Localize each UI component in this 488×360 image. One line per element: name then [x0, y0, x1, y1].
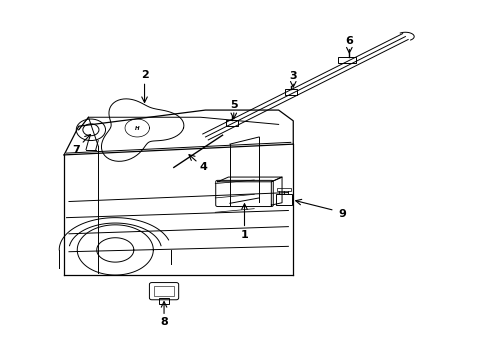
Text: 3: 3: [289, 71, 297, 81]
Text: 6: 6: [345, 36, 352, 46]
Bar: [337, 57, 355, 63]
Text: 2: 2: [141, 70, 148, 80]
Text: 5: 5: [229, 100, 237, 110]
Text: 4: 4: [199, 162, 206, 172]
Text: 7: 7: [72, 144, 80, 154]
Bar: [277, 188, 290, 191]
Bar: [276, 194, 291, 205]
Bar: [159, 298, 168, 304]
Text: 1: 1: [240, 230, 248, 239]
Bar: [285, 89, 296, 95]
Text: 9: 9: [337, 209, 345, 219]
Text: H: H: [135, 126, 139, 131]
Text: 8: 8: [160, 318, 167, 327]
Bar: [226, 120, 238, 126]
Bar: [154, 286, 173, 296]
